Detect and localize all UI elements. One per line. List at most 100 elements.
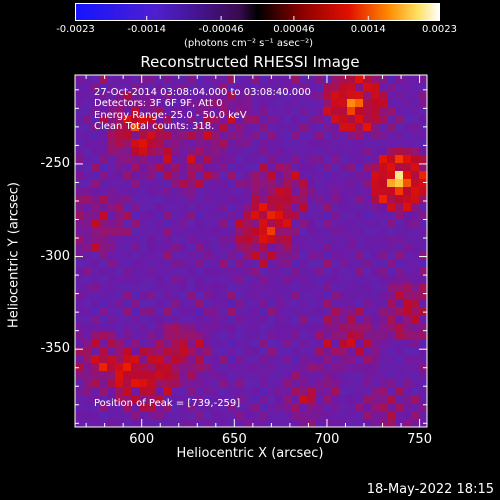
- heatmap-cell: [387, 195, 396, 204]
- heatmap-cell: [323, 291, 332, 300]
- heatmap-cell: [339, 363, 348, 372]
- heatmap-cell: [331, 115, 340, 124]
- heatmap-cell: [339, 291, 348, 300]
- heatmap-cell: [91, 131, 100, 140]
- heatmap-cell: [387, 219, 396, 228]
- heatmap-cell: [235, 83, 244, 92]
- heatmap-cell: [323, 219, 332, 228]
- heatmap-cell: [131, 219, 140, 228]
- heatmap-cell: [331, 251, 340, 260]
- heatmap-cell: [123, 419, 132, 427]
- heatmap-cell: [211, 403, 220, 412]
- heatmap-cell: [339, 139, 348, 148]
- heatmap-cell: [299, 227, 308, 236]
- heatmap-cell: [251, 371, 260, 380]
- heatmap-cell: [363, 395, 372, 404]
- heatmap-cell: [243, 75, 252, 84]
- heatmap-cell: [259, 323, 268, 332]
- heatmap-cell: [171, 83, 180, 92]
- heatmap-cell: [211, 123, 220, 132]
- heatmap-cell: [419, 195, 427, 204]
- heatmap-cell: [403, 387, 412, 396]
- heatmap-cell: [371, 283, 380, 292]
- heatmap-cell: [147, 315, 156, 324]
- heatmap-cell: [307, 179, 316, 188]
- info-peak-position: Position of Peak = [739,-259]: [94, 398, 241, 409]
- heatmap-cell: [419, 355, 427, 364]
- heatmap-cell: [419, 139, 427, 148]
- heatmap-cell: [275, 267, 284, 276]
- heatmap-cell: [219, 307, 228, 316]
- heatmap-cell: [219, 315, 228, 324]
- heatmap-cell: [115, 107, 124, 116]
- heatmap-cell: [139, 275, 148, 284]
- heatmap-cell: [155, 275, 164, 284]
- heatmap-cell: [347, 355, 356, 364]
- heatmap-cell: [91, 195, 100, 204]
- heatmap-cell: [331, 411, 340, 420]
- heatmap-cell: [131, 99, 140, 108]
- heatmap-cell: [395, 235, 404, 244]
- heatmap-cell: [195, 403, 204, 412]
- heatmap-cell: [395, 411, 404, 420]
- heatmap-cell: [235, 267, 244, 276]
- heatmap-cell: [363, 251, 372, 260]
- heatmap-cell: [75, 75, 84, 84]
- heatmap-cell: [371, 163, 380, 172]
- heatmap-cell: [347, 219, 356, 228]
- heatmap-cell: [347, 307, 356, 316]
- heatmap-cell: [283, 371, 292, 380]
- heatmap-cell: [235, 139, 244, 148]
- heatmap-cell: [315, 371, 324, 380]
- heatmap-cell: [123, 203, 132, 212]
- heatmap-cell: [235, 123, 244, 132]
- heatmap-cell: [107, 115, 116, 124]
- heatmap-cell: [243, 179, 252, 188]
- heatmap-cell: [299, 291, 308, 300]
- heatmap-cell: [379, 75, 388, 84]
- heatmap-cell: [395, 339, 404, 348]
- heatmap-cell: [155, 299, 164, 308]
- heatmap-cell: [419, 155, 427, 164]
- heatmap-cell: [251, 315, 260, 324]
- heatmap-cell: [387, 75, 396, 84]
- heatmap-cell: [179, 379, 188, 388]
- heatmap-cell: [243, 131, 252, 140]
- heatmap-cell: [155, 123, 164, 132]
- heatmap-cell: [243, 147, 252, 156]
- heatmap-cell: [307, 147, 316, 156]
- heatmap-cell: [99, 187, 108, 196]
- heatmap-cell: [315, 379, 324, 388]
- heatmap-cell: [243, 323, 252, 332]
- heatmap-cell: [227, 227, 236, 236]
- heatmap-cell: [331, 187, 340, 196]
- heatmap-cell: [75, 179, 84, 188]
- heatmap-cell: [283, 235, 292, 244]
- heatmap-cell: [163, 123, 172, 132]
- heatmap-cell: [219, 179, 228, 188]
- heatmap-cell: [203, 251, 212, 260]
- heatmap-cell: [227, 251, 236, 260]
- heatmap-cell: [267, 243, 276, 252]
- heatmap-cell: [195, 171, 204, 180]
- heatmap-cell: [395, 195, 404, 204]
- heatmap-cell: [403, 211, 412, 220]
- heatmap-cell: [411, 139, 420, 148]
- heatmap-cell: [355, 347, 364, 356]
- heatmap-cell: [323, 339, 332, 348]
- heatmap-cell: [163, 339, 172, 348]
- heatmap-cell: [259, 115, 268, 124]
- heatmap-cell: [363, 411, 372, 420]
- heatmap-cell: [291, 83, 300, 92]
- heatmap-cell: [267, 179, 276, 188]
- heatmap-cell: [75, 259, 84, 268]
- heatmap-cell: [75, 227, 84, 236]
- heatmap-cell: [123, 363, 132, 372]
- heatmap-cell: [115, 275, 124, 284]
- heatmap-cell: [347, 107, 356, 116]
- heatmap-cell: [235, 203, 244, 212]
- heatmap-cell: [379, 243, 388, 252]
- heatmap-cell: [91, 259, 100, 268]
- heatmap-cell: [179, 411, 188, 420]
- heatmap-cell: [83, 219, 92, 228]
